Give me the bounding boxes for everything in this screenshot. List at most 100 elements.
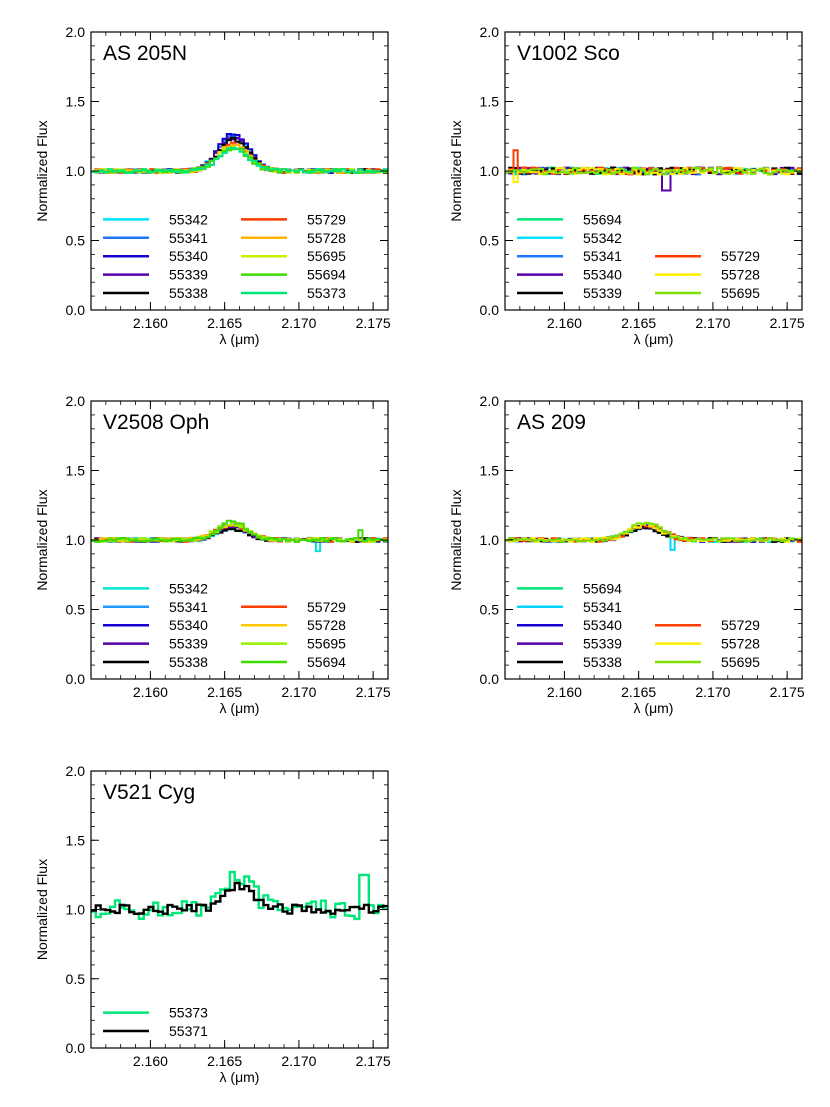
- legend-label: 55338: [169, 285, 208, 301]
- legend-label: 55339: [583, 636, 622, 652]
- y-tick-label: 2.0: [66, 763, 86, 779]
- x-tick-label: 2.165: [207, 684, 242, 700]
- y-tick-label: 1.5: [480, 94, 500, 110]
- legend-label: 55342: [169, 211, 208, 227]
- y-tick-label: 1.5: [66, 463, 86, 479]
- x-tick-label: 2.175: [356, 684, 391, 700]
- series-55695: [505, 166, 802, 176]
- legend-label: 55373: [307, 285, 346, 301]
- legend-label: 55339: [583, 285, 622, 301]
- panel-title: AS 209: [517, 411, 586, 434]
- panel-4: 2.160 2.165 2.170 2.175 0.0 0.5 1.0 1.5 2.0 V521 …: [34, 763, 391, 1085]
- series-55373: [91, 146, 388, 174]
- legend-label: 55339: [169, 267, 208, 283]
- series-group: [91, 870, 388, 921]
- series-group: [91, 133, 388, 174]
- legend-label: 55728: [307, 617, 346, 633]
- legend-label: 55341: [583, 248, 622, 264]
- legend-label: 55729: [721, 617, 760, 633]
- legend-label: 55340: [169, 617, 208, 633]
- y-tick-label: 2.0: [66, 24, 86, 40]
- panel-title: AS 205N: [103, 42, 187, 65]
- panel-title: V1002 Sco: [517, 42, 620, 65]
- x-axis-label: λ (μm): [634, 700, 674, 716]
- series-55371: [91, 881, 388, 915]
- y-axis-label: Normalized Flux: [34, 859, 50, 960]
- y-tick-label: 2.0: [480, 24, 500, 40]
- y-axis-label: Normalized Flux: [34, 120, 50, 221]
- y-tick-label: 0.5: [480, 602, 500, 618]
- legend-label: 55695: [307, 636, 346, 652]
- legend-label: 55728: [721, 636, 760, 652]
- y-tick-label: 1.5: [66, 94, 86, 110]
- x-tick-label: 2.175: [770, 315, 805, 331]
- y-tick-label: 1.0: [66, 163, 86, 179]
- y-tick-label: 1.0: [66, 532, 86, 548]
- legend-label: 55340: [583, 267, 622, 283]
- x-tick-label: 2.170: [281, 315, 316, 331]
- legend-label: 55694: [583, 211, 622, 227]
- y-tick-label: 1.0: [480, 163, 500, 179]
- x-tick-label: 2.160: [133, 1053, 168, 1069]
- x-tick-label: 2.165: [207, 315, 242, 331]
- panel-1: 2.160 2.165 2.170 2.175 0.0 0.5 1.0 1.5 2.0 V1002…: [448, 24, 805, 347]
- y-tick-label: 2.0: [480, 393, 500, 409]
- legend-label: 55338: [169, 654, 208, 670]
- x-axis-label: λ (μm): [220, 700, 260, 716]
- x-tick-label: 2.160: [547, 315, 582, 331]
- y-tick-label: 0.5: [66, 602, 86, 618]
- legend-label: 55373: [169, 1005, 208, 1021]
- series-55338: [91, 136, 388, 174]
- series-55695: [505, 521, 802, 543]
- legend-label: 55695: [721, 654, 760, 670]
- series-group: [505, 149, 802, 192]
- y-tick-label: 0.5: [66, 971, 86, 987]
- y-tick-label: 0.0: [66, 671, 86, 687]
- legend-label: 55729: [307, 599, 346, 615]
- panel-title: V521 Cyg: [103, 781, 195, 804]
- x-tick-label: 2.175: [770, 684, 805, 700]
- legend-label: 55694: [307, 654, 346, 670]
- y-tick-label: 1.0: [480, 532, 500, 548]
- panel-2: 2.160 2.165 2.170 2.175 0.0 0.5 1.0 1.5 2.0 V2508…: [34, 393, 391, 716]
- legend-label: 55729: [307, 211, 346, 227]
- series-55373: [91, 870, 388, 921]
- legend-label: 55694: [307, 267, 346, 283]
- legend-label: 55341: [169, 230, 208, 246]
- legend-label: 55695: [307, 248, 346, 264]
- y-tick-label: 0.0: [66, 1040, 86, 1056]
- x-tick-label: 2.170: [281, 684, 316, 700]
- x-tick-label: 2.170: [695, 315, 730, 331]
- x-tick-label: 2.165: [621, 684, 656, 700]
- x-tick-label: 2.160: [133, 315, 168, 331]
- x-axis-label: λ (μm): [220, 331, 260, 347]
- panel-3: 2.160 2.165 2.170 2.175 0.0 0.5 1.0 1.5 2.0 AS 20…: [448, 393, 805, 716]
- legend-label: 55341: [583, 599, 622, 615]
- legend-label: 55729: [721, 248, 760, 264]
- series-group: [505, 521, 802, 551]
- y-axis-label: Normalized Flux: [448, 120, 464, 221]
- legend-label: 55694: [583, 580, 622, 596]
- y-tick-label: 0.5: [66, 233, 86, 249]
- panel-0: 2.160 2.165 2.170 2.175 0.0 0.5 1.0 1.5 2.0 AS 20…: [34, 24, 391, 347]
- y-tick-label: 1.5: [66, 832, 86, 848]
- y-axis-label: Normalized Flux: [34, 489, 50, 590]
- series-55728: [505, 166, 802, 184]
- legend-label: 55371: [169, 1023, 208, 1039]
- y-axis-label: Normalized Flux: [448, 489, 464, 590]
- x-tick-label: 2.175: [356, 315, 391, 331]
- x-axis-label: λ (μm): [634, 331, 674, 347]
- panel-title: V2508 Oph: [103, 411, 209, 434]
- series-group: [91, 519, 388, 553]
- legend-label: 55338: [583, 654, 622, 670]
- y-tick-label: 2.0: [66, 393, 86, 409]
- x-tick-label: 2.165: [621, 315, 656, 331]
- y-tick-label: 0.0: [480, 302, 500, 318]
- x-axis-label: λ (μm): [220, 1069, 260, 1085]
- legend-label: 55342: [169, 580, 208, 596]
- y-tick-label: 0.0: [480, 671, 500, 687]
- x-tick-label: 2.175: [356, 1053, 391, 1069]
- legend-label: 55340: [169, 248, 208, 264]
- y-tick-label: 1.5: [480, 463, 500, 479]
